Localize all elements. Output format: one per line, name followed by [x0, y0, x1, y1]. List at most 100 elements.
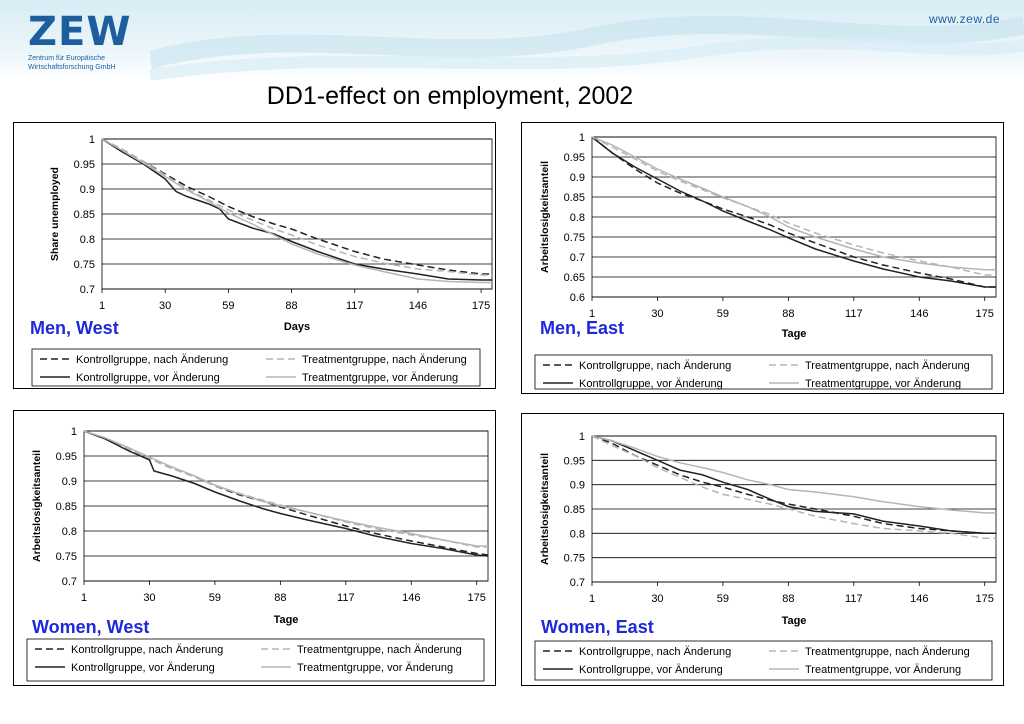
- series-line: [83, 430, 488, 547]
- series-line: [101, 138, 492, 276]
- series-line: [101, 138, 492, 275]
- x-tick-label: 146: [910, 308, 928, 320]
- y-tick-label: 0.95: [74, 159, 95, 171]
- y-tick-label: 0.75: [56, 551, 77, 563]
- y-tick-label: 0.85: [56, 501, 77, 513]
- x-tick-label: 175: [976, 593, 994, 605]
- x-tick-label: 175: [468, 592, 486, 604]
- x-tick-label: 59: [717, 308, 729, 320]
- y-axis-label: Share unemployed: [49, 167, 61, 261]
- y-tick-label: 1: [89, 134, 95, 146]
- x-tick-label: 59: [222, 300, 234, 312]
- y-tick-label: 1: [579, 431, 585, 443]
- x-tick-label: 117: [845, 308, 863, 320]
- legend-entry: Treatmentgruppe, vor Änderung: [805, 378, 961, 390]
- legend-entry: Treatmentgruppe, nach Änderung: [302, 354, 467, 366]
- x-axis-label: Tage: [782, 328, 807, 340]
- x-tick-label: 59: [209, 592, 221, 604]
- logo-wordmark: ZEW: [28, 9, 132, 55]
- legend-entry: Kontrollgruppe, nach Änderung: [76, 354, 228, 366]
- region-label-men-east: Men, East: [540, 318, 625, 338]
- x-tick-label: 146: [402, 592, 420, 604]
- x-tick-label: 59: [717, 593, 729, 605]
- series-line: [83, 430, 489, 557]
- y-tick-label: 0.75: [564, 553, 585, 565]
- y-tick-label: 0.8: [80, 234, 95, 246]
- x-tick-label: 1: [99, 300, 105, 312]
- chart-men-west: 0.7 0.75 0.8 0.85 0.9 0.95 1 1 30 59 88 117 146 175 Da…: [31, 134, 493, 387]
- legend-box: [31, 348, 481, 387]
- plot-frame: [101, 138, 493, 290]
- logo-subtitle: Zentrum für Europäische Wirtschaftsforsc…: [28, 54, 148, 72]
- y-tick-label: 0.9: [570, 480, 585, 492]
- x-tick-label: 30: [651, 593, 663, 605]
- y-axis-label: Arbeitslosigkeitsanteil: [539, 453, 551, 565]
- series-line: [591, 435, 996, 514]
- plot-frame: [83, 430, 489, 582]
- y-tick-label: 0.85: [564, 504, 585, 516]
- region-label-men-west: Men, West: [30, 318, 119, 338]
- legend-entry: Kontrollgruppe, vor Änderung: [579, 378, 723, 390]
- logo-subtitle-line-1: Zentrum für Europäische: [28, 55, 106, 62]
- y-tick-label: 0.95: [564, 152, 585, 164]
- page-title: DD1-effect on employment, 2002: [266, 82, 634, 110]
- y-tick-label: 0.95: [564, 455, 585, 467]
- x-tick-label: 30: [651, 308, 663, 320]
- legend-entry: Treatmentgruppe, nach Änderung: [805, 646, 970, 658]
- plot-frame: [591, 136, 997, 298]
- series-line: [101, 138, 492, 281]
- x-axis-label: Tage: [782, 615, 807, 627]
- series-line: [591, 136, 996, 271]
- series-line: [101, 138, 492, 284]
- series-line: [591, 435, 996, 535]
- series-line: [591, 136, 996, 276]
- legend-box: [26, 638, 485, 682]
- legend-entry: Treatmentgruppe, vor Änderung: [805, 664, 961, 676]
- x-tick-label: 88: [782, 308, 794, 320]
- y-tick-label: 0.9: [62, 476, 77, 488]
- chart-panel-men-east: 0.6 0.65 0.7 0.75 0.8 0.85 0.9 0.95 1 1 30 59 88 117 1…: [521, 122, 1004, 394]
- y-tick-label: 0.95: [56, 451, 77, 463]
- legend-entry: Kontrollgruppe, nach Änderung: [71, 644, 223, 656]
- region-label-women-west: Women, West: [32, 617, 150, 637]
- site-url[interactable]: www.zew.de: [928, 12, 1000, 26]
- x-tick-label: 117: [337, 592, 355, 604]
- chart-women-east: 0.7 0.75 0.8 0.85 0.9 0.95 1 1 30 59 88 117 146 175 Ta…: [534, 431, 997, 681]
- legend-entry: Kontrollgruppe, vor Änderung: [71, 662, 215, 674]
- y-tick-label: 0.7: [62, 576, 77, 588]
- x-tick-label: 1: [589, 308, 595, 320]
- y-tick-label: 0.8: [62, 526, 77, 538]
- chart-panel-women-west: 0.7 0.75 0.8 0.85 0.9 0.95 1 1 30 59 88 117 146 175 Ta…: [13, 410, 496, 686]
- legend-entry: Treatmentgruppe, vor Änderung: [302, 372, 458, 384]
- x-tick-label: 117: [845, 593, 863, 605]
- y-tick-label: 0.85: [564, 192, 585, 204]
- y-tick-label: 0.7: [570, 577, 585, 589]
- legend-entry: Treatmentgruppe, nach Änderung: [805, 360, 970, 372]
- legend-entry: Kontrollgruppe, nach Änderung: [579, 646, 731, 658]
- legend-entry: Kontrollgruppe, vor Änderung: [579, 664, 723, 676]
- x-tick-label: 1: [81, 592, 87, 604]
- x-tick-label: 146: [409, 300, 427, 312]
- y-tick-label: 1: [71, 426, 77, 438]
- y-tick-label: 0.8: [570, 528, 585, 540]
- y-tick-label: 0.65: [564, 272, 585, 284]
- x-tick-label: 175: [472, 300, 490, 312]
- x-tick-label: 117: [346, 300, 364, 312]
- x-axis-label: Days: [284, 321, 310, 333]
- series-line: [591, 136, 996, 288]
- y-tick-label: 0.9: [80, 184, 95, 196]
- y-tick-label: 1: [579, 132, 585, 144]
- x-axis-label: Tage: [274, 614, 299, 626]
- x-tick-label: 88: [274, 592, 286, 604]
- legend-entry: Kontrollgruppe, nach Änderung: [579, 360, 731, 372]
- y-axis-label: Arbeitslosigkeitsanteil: [539, 161, 551, 273]
- legend-entry: Treatmentgruppe, nach Änderung: [297, 644, 462, 656]
- x-tick-label: 88: [285, 300, 297, 312]
- zew-logo: ZEW Zentrum für Europäische Wirtschaftsf…: [28, 12, 148, 72]
- series-line: [591, 435, 996, 535]
- series-line: [591, 136, 996, 288]
- chart-panel-women-east: 0.7 0.75 0.8 0.85 0.9 0.95 1 1 30 59 88 117 146 175 Ta…: [521, 413, 1004, 686]
- y-tick-label: 0.7: [80, 284, 95, 296]
- series-line: [591, 435, 996, 539]
- x-tick-label: 1: [589, 593, 595, 605]
